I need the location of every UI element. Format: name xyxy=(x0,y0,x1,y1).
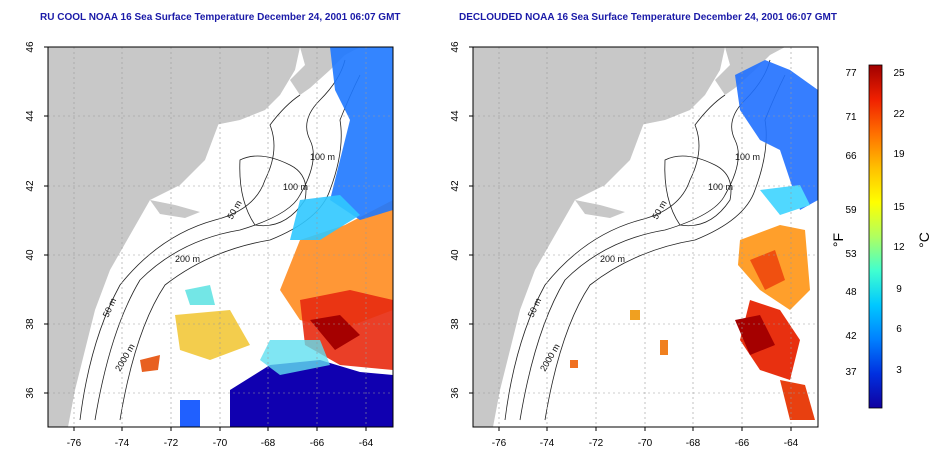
sst-patch xyxy=(185,285,215,305)
sst-warm-region xyxy=(780,380,815,420)
y-tick-label: 42 xyxy=(25,180,36,192)
sst-patch xyxy=(175,310,250,360)
f-tick: 59 xyxy=(845,205,857,216)
c-tick: 12 xyxy=(893,242,905,253)
x-tick-label: -70 xyxy=(213,438,228,449)
sst-patch xyxy=(140,355,160,372)
y-tick-label: 44 xyxy=(450,110,461,122)
fahrenheit-label: °F xyxy=(830,233,846,247)
sst-cold-region xyxy=(230,360,393,427)
y-tick-label: 36 xyxy=(450,387,461,399)
x-tick-label: -64 xyxy=(359,438,374,449)
land-mass xyxy=(473,47,675,427)
x-tick-label: -64 xyxy=(784,438,799,449)
c-tick: 3 xyxy=(896,365,902,376)
y-tick-label: 36 xyxy=(25,387,36,399)
y-tick-label: 40 xyxy=(25,249,36,261)
left-sst-map: 100 m 100 m 50 m 200 m 50 m 2000 m -76 -… xyxy=(25,41,394,449)
y-tick-label: 40 xyxy=(450,249,461,261)
temperature-colorbar: 77 71 66 59 53 48 42 37 25 22 19 15 12 9… xyxy=(830,64,932,409)
x-tick-label: -68 xyxy=(686,438,701,449)
y-axis: 36 38 40 42 44 46 xyxy=(25,41,48,399)
x-tick-label: -72 xyxy=(164,438,179,449)
x-tick-label: -66 xyxy=(310,438,325,449)
f-tick: 37 xyxy=(845,367,857,378)
sst-cool-region xyxy=(735,60,818,210)
c-tick: 15 xyxy=(893,202,905,213)
c-tick: 9 xyxy=(896,284,902,295)
f-tick: 71 xyxy=(845,112,857,123)
y-axis: 36 38 40 42 44 46 xyxy=(450,41,473,399)
x-tick-label: -72 xyxy=(589,438,604,449)
colorbar-c-ticks: 25 22 19 15 12 9 6 3 xyxy=(893,68,905,376)
sst-patch xyxy=(630,310,640,320)
y-tick-label: 46 xyxy=(25,41,36,53)
right-sst-map: 100 m 100 m 50 m 200 m 50 m 2000 m -76 -… xyxy=(450,41,819,449)
sst-cool-region xyxy=(290,195,360,240)
f-tick: 66 xyxy=(845,151,857,162)
c-tick: 6 xyxy=(896,324,902,335)
x-tick-label: -74 xyxy=(115,438,130,449)
x-tick-label: -76 xyxy=(67,438,82,449)
contour-label: 100 m xyxy=(310,152,335,162)
contour-label: 200 m xyxy=(175,254,200,264)
sst-patch xyxy=(180,400,200,427)
land-mass xyxy=(215,47,300,125)
x-tick-label: -70 xyxy=(638,438,653,449)
contour-label: 200 m xyxy=(600,254,625,264)
contour-label: 100 m xyxy=(708,182,733,192)
celsius-label: °C xyxy=(916,232,932,248)
contour-label: 100 m xyxy=(283,182,308,192)
f-tick: 42 xyxy=(845,331,857,342)
sst-cool-region xyxy=(330,47,393,220)
sst-patch xyxy=(660,340,668,355)
c-tick: 25 xyxy=(893,68,905,79)
x-tick-label: -66 xyxy=(735,438,750,449)
land-mass xyxy=(640,47,725,125)
sst-patch xyxy=(570,360,578,368)
land-mass xyxy=(48,47,250,427)
sst-hot-region xyxy=(735,315,775,355)
f-tick: 77 xyxy=(845,68,857,79)
land-mass xyxy=(150,200,200,218)
y-tick-label: 46 xyxy=(450,41,461,53)
left-panel-title: RU COOL NOAA 16 Sea Surface Temperature … xyxy=(40,12,401,23)
land-mass xyxy=(575,200,625,218)
c-tick: 19 xyxy=(893,149,905,160)
x-axis: -76 -74 -72 -70 -68 -66 -64 xyxy=(67,427,374,449)
sst-cool-region xyxy=(260,340,330,375)
x-axis: -76 -74 -72 -70 -68 -66 -64 xyxy=(492,427,799,449)
sst-warm-region xyxy=(750,250,785,290)
sst-cool-region xyxy=(760,185,810,215)
y-tick-label: 38 xyxy=(25,318,36,330)
y-tick-label: 44 xyxy=(25,110,36,122)
f-tick: 53 xyxy=(845,249,857,260)
c-tick: 22 xyxy=(893,109,905,120)
contour-label: 100 m xyxy=(735,152,760,162)
x-tick-label: -76 xyxy=(492,438,507,449)
f-tick: 48 xyxy=(845,287,857,298)
colorbar-f-ticks: 77 71 66 59 53 48 42 37 xyxy=(845,68,857,378)
x-tick-label: -68 xyxy=(261,438,276,449)
land-mass xyxy=(48,47,360,95)
sst-hot-region xyxy=(310,315,360,350)
right-panel-title: DECLOUDED NOAA 16 Sea Surface Temperatur… xyxy=(459,12,837,23)
colorbar-gradient xyxy=(868,64,883,409)
x-tick-label: -74 xyxy=(540,438,555,449)
y-tick-label: 42 xyxy=(450,180,461,192)
y-tick-label: 38 xyxy=(450,318,461,330)
